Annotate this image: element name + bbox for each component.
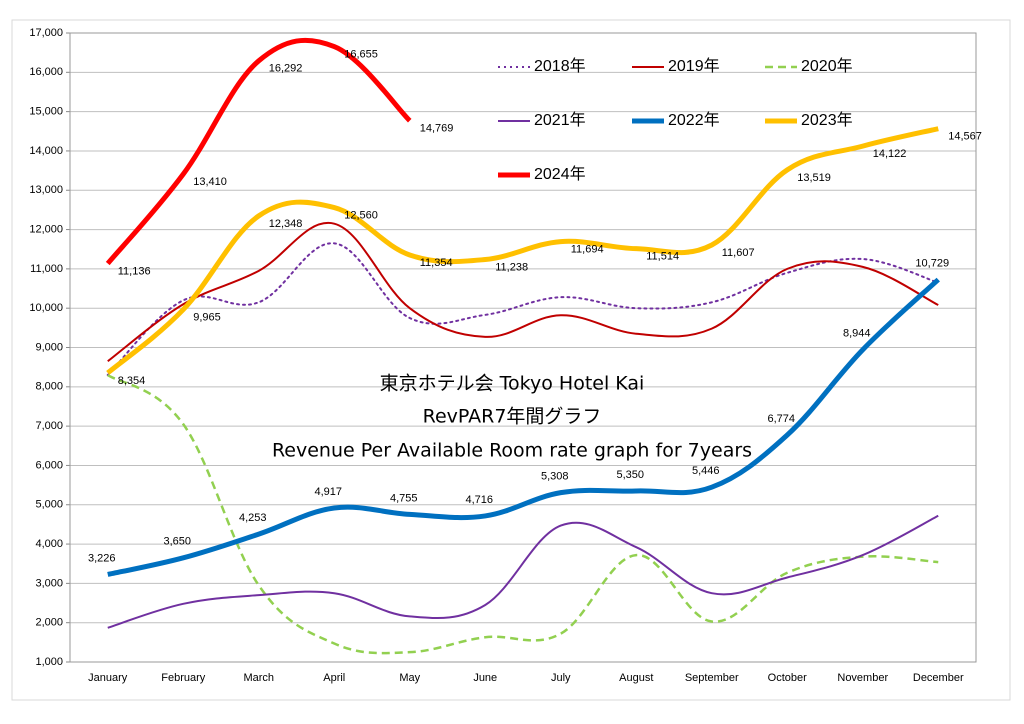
series-line — [107, 277, 940, 577]
y-tick-label: 2,000 — [35, 617, 63, 629]
data-label: 8,354 — [118, 375, 146, 387]
chart-frame — [11, 19, 1011, 701]
legend-label: 2018年 — [534, 57, 586, 75]
data-label: 4,716 — [465, 494, 493, 506]
series-line — [107, 221, 939, 363]
data-label: 14,567 — [948, 131, 982, 143]
series-line — [107, 514, 939, 629]
data-label: 5,308 — [541, 471, 569, 483]
data-label: 3,650 — [163, 536, 191, 548]
data-label: 9,965 — [193, 311, 221, 323]
data-label: 10,729 — [915, 257, 949, 269]
y-tick-label: 8,000 — [35, 381, 63, 393]
data-label: 5,446 — [692, 465, 720, 477]
y-tick-label: 14,000 — [29, 145, 63, 157]
data-label: 12,348 — [269, 218, 303, 230]
y-tick-label: 3,000 — [35, 577, 63, 589]
x-tick-label: November — [837, 672, 888, 684]
y-tick-label: 9,000 — [35, 341, 63, 353]
data-label: 6,774 — [767, 413, 795, 425]
x-tick-label: October — [768, 672, 807, 684]
data-label: 12,560 — [344, 209, 378, 221]
series-line — [107, 373, 939, 655]
x-tick-label: February — [161, 672, 206, 684]
y-tick-label: 15,000 — [29, 106, 63, 118]
x-tick-label: September — [685, 672, 739, 684]
y-tick-label: 17,000 — [29, 27, 63, 39]
legend-label: 2024年 — [534, 165, 586, 183]
legend-label: 2019年 — [668, 57, 720, 75]
data-label: 11,607 — [722, 247, 755, 259]
x-tick-label: April — [323, 672, 345, 684]
series-line — [105, 37, 412, 266]
x-tick-label: July — [551, 672, 571, 684]
y-tick-label: 11,000 — [30, 263, 63, 275]
data-label: 4,917 — [314, 486, 342, 498]
plot-area — [69, 32, 977, 663]
data-label: 16,655 — [344, 48, 378, 60]
data-label: 13,410 — [193, 176, 227, 188]
data-label: 16,292 — [269, 63, 303, 75]
series-line — [106, 242, 940, 377]
data-label: 11,238 — [495, 261, 528, 273]
legend-label: 2023年 — [801, 111, 853, 129]
y-tick-label: 10,000 — [29, 302, 63, 314]
data-label: 11,136 — [118, 265, 151, 277]
chart-title: Revenue Per Available Room rate graph fo… — [272, 440, 752, 462]
data-label: 3,226 — [88, 552, 116, 564]
data-label: 11,354 — [420, 257, 453, 269]
legend-label: 2020年 — [801, 57, 853, 75]
y-tick-label: 16,000 — [29, 66, 63, 78]
chart-title: 東京ホテル会 Tokyo Hotel Kai — [380, 373, 645, 395]
y-tick-label: 12,000 — [29, 223, 63, 235]
y-tick-label: 4,000 — [35, 538, 63, 550]
y-tick-label: 6,000 — [35, 459, 63, 471]
data-label: 4,253 — [239, 512, 267, 524]
data-label: 13,519 — [797, 172, 831, 184]
data-label: 14,769 — [420, 123, 454, 135]
legend-label: 2022年 — [668, 111, 720, 129]
series-line — [106, 126, 939, 375]
data-label: 5,350 — [616, 469, 644, 481]
x-tick-label: January — [88, 672, 128, 684]
y-tick-label: 7,000 — [35, 420, 63, 432]
x-tick-label: December — [913, 672, 964, 684]
x-tick-label: August — [619, 672, 653, 684]
chart-title: RevPAR7年間グラフ — [423, 406, 602, 428]
legend-label: 2021年 — [534, 111, 586, 129]
data-label: 8,944 — [843, 328, 871, 340]
data-label: 11,694 — [571, 243, 604, 255]
y-tick-label: 5,000 — [35, 499, 63, 511]
data-label: 4,755 — [390, 492, 418, 504]
data-label: 14,122 — [873, 148, 907, 160]
x-tick-label: June — [473, 672, 497, 684]
y-tick-label: 13,000 — [29, 184, 63, 196]
x-tick-label: May — [399, 672, 420, 684]
x-tick-label: March — [243, 672, 274, 684]
data-label: 11,514 — [646, 251, 679, 263]
y-tick-label: 1,000 — [35, 656, 63, 668]
